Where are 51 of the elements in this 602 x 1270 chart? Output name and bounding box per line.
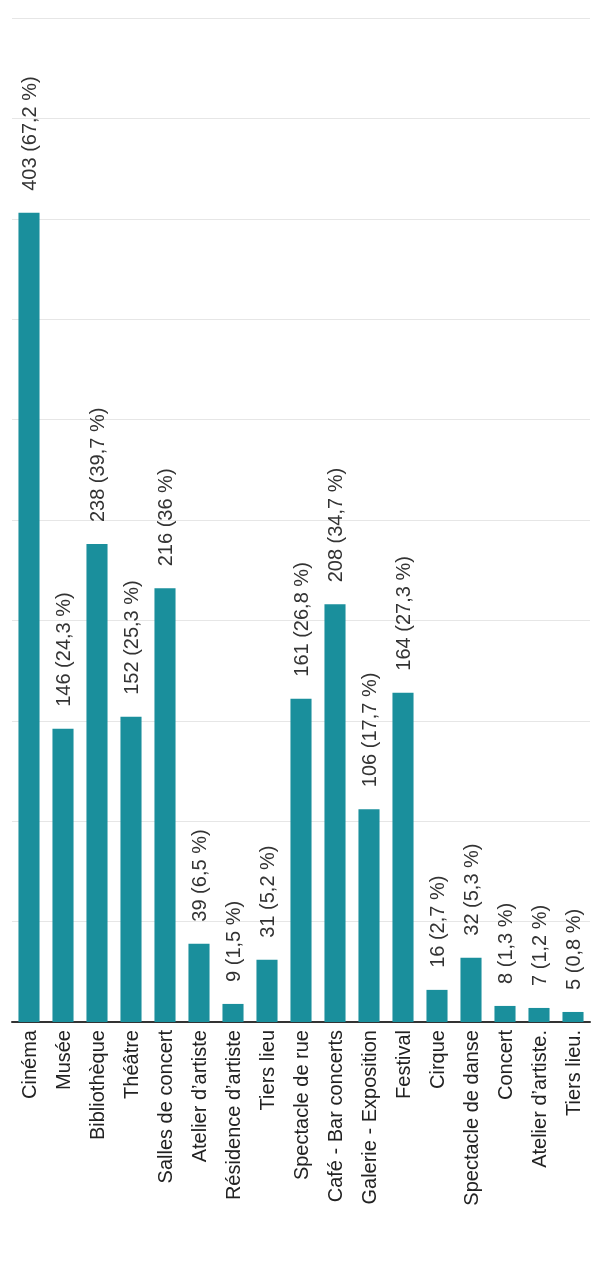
data-label: 403 (67,2 %) [18, 76, 40, 191]
x-tick-label: Musée [52, 1030, 74, 1091]
data-label: 8 (1,3 %) [494, 902, 516, 984]
x-tick-label: Festival [392, 1030, 414, 1099]
bar [290, 698, 312, 1022]
x-tick-label: Bibliothèque [86, 1030, 108, 1141]
data-label: 208 (34,7 %) [324, 467, 346, 583]
x-tick-label: Atelier d’artiste. [528, 1030, 550, 1168]
bar [392, 692, 414, 1022]
bar [18, 212, 40, 1022]
bar [86, 544, 108, 1022]
bar [256, 959, 278, 1022]
x-tick-label: Cirque [426, 1030, 448, 1089]
bar [154, 588, 176, 1022]
x-tick-label: Résidence d’artiste [222, 1030, 244, 1201]
x-tick-label: Théâtre [120, 1030, 142, 1099]
bar [120, 716, 142, 1022]
data-label: 31 (5,2 %) [256, 845, 278, 938]
data-label: 106 (17,7 %) [358, 672, 380, 788]
data-label: 164 (27,3 %) [392, 556, 414, 671]
bar [528, 1007, 550, 1022]
data-label: 5 (0,8 %) [562, 908, 584, 990]
data-label: 32 (5,3 %) [460, 843, 482, 936]
data-label: 7 (1,2 %) [528, 904, 550, 986]
x-tick-label: Atelier d’artiste [188, 1030, 210, 1163]
bar [324, 604, 346, 1022]
x-tick-label: Cinéma [18, 1029, 40, 1099]
data-label: 9 (1,5 %) [222, 900, 244, 982]
bar [52, 728, 74, 1022]
x-tick-label: Salles de concert [154, 1029, 176, 1184]
x-tick-label: Café - Bar concerts [324, 1030, 346, 1203]
data-label: 161 (26,8 %) [290, 562, 312, 677]
bar [562, 1011, 584, 1022]
data-label: 238 (39,7 %) [86, 407, 108, 523]
data-label: 16 (2,7 %) [426, 875, 448, 968]
data-label: 146 (24,3 %) [52, 592, 74, 707]
bar [426, 989, 448, 1022]
bar [358, 809, 380, 1022]
x-tick-label: Spectacle de rue [290, 1030, 312, 1181]
x-tick-label: Concert [494, 1029, 516, 1101]
bar [188, 943, 210, 1022]
x-tick-label: Tiers lieu [256, 1030, 278, 1111]
data-label: 39 (6,5 %) [188, 829, 210, 922]
x-tick-label: Galerie - Exposition [358, 1030, 380, 1205]
data-label: 216 (36 %) [154, 468, 176, 567]
bar [460, 957, 482, 1022]
bar [222, 1003, 244, 1022]
bar [494, 1005, 516, 1022]
data-label: 152 (25,3 %) [120, 580, 142, 695]
x-tick-label: Spectacle de danse [460, 1030, 482, 1206]
x-tick-label: Tiers lieu. [562, 1030, 584, 1116]
